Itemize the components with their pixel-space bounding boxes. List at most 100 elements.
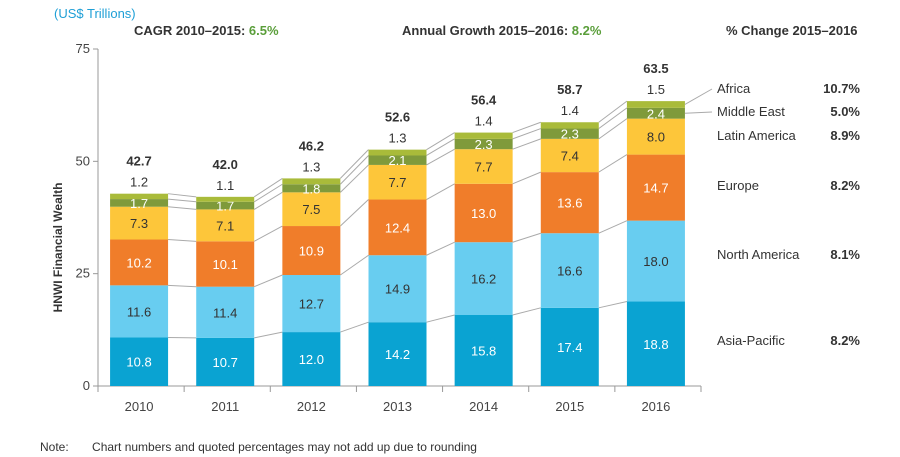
bar-segment-europe (626, 154, 685, 221)
connector-line (340, 199, 369, 227)
connector-line (168, 239, 197, 242)
connector-line (340, 321, 369, 333)
bar-segment-africa (454, 132, 513, 139)
legend-change-value: 8.1% (830, 247, 860, 262)
data-label: 18.8 (643, 337, 668, 352)
y-tick-label: 0 (83, 378, 90, 393)
connector-line (426, 132, 455, 151)
bar-segment-latin-america (282, 192, 341, 227)
bar-segment-asia-pacific (454, 315, 513, 386)
bar-segment-middle-east (454, 138, 513, 150)
legend-change-value: 8.2% (830, 333, 860, 348)
bar-segment-asia-pacific (626, 301, 685, 386)
y-tick-label: 25 (76, 266, 90, 281)
data-label: 7.7 (388, 175, 406, 190)
data-label: 11.6 (127, 304, 151, 319)
note: Note: Chart numbers and quoted percentag… (40, 440, 477, 454)
data-label: 1.4 (561, 103, 579, 118)
bar-segment-asia-pacific (540, 307, 599, 386)
bar-segment-north-america (196, 286, 255, 338)
data-label: 10.2 (126, 255, 151, 270)
connector-line (168, 206, 197, 210)
data-label: 7.5 (302, 202, 320, 217)
bar-segment-north-america (110, 285, 169, 338)
connector-line (426, 314, 455, 323)
legend-label: Middle East (717, 104, 785, 119)
connector-line (598, 118, 628, 140)
bar-segment-middle-east (196, 201, 255, 210)
cagr-label: CAGR 2010–2015: 6.5% (134, 23, 279, 38)
bar-segment-africa (626, 101, 685, 108)
connector-line (168, 198, 197, 203)
connector-line (339, 149, 369, 179)
bar-segment-north-america (282, 275, 341, 333)
legend-change-value: 10.7% (823, 81, 860, 96)
connector-line (339, 155, 369, 185)
bar-segment-europe (454, 183, 513, 243)
data-label: 10.7 (213, 355, 238, 370)
data-label: 14.2 (385, 347, 410, 362)
data-label: 13.0 (471, 206, 496, 221)
bar-segment-latin-america (196, 209, 255, 242)
x-tick-label: 2014 (469, 399, 498, 414)
bar-segment-latin-america (454, 149, 513, 184)
connector-line (253, 177, 283, 198)
total-label: 63.5 (643, 61, 668, 76)
data-label: 7.1 (216, 218, 234, 233)
total-label: 46.2 (299, 138, 324, 153)
data-label: 8.0 (647, 130, 665, 145)
data-label: 14.9 (385, 282, 410, 297)
annual-growth-label: Annual Growth 2015–2016: 8.2% (402, 23, 601, 38)
y-axis-label: HNWI Financial Wealth (51, 183, 65, 313)
bar-segment-europe (540, 172, 599, 234)
bar-segment-north-america (540, 233, 599, 308)
data-label: 15.8 (471, 344, 496, 359)
legend-change-value: 8.2% (830, 178, 860, 193)
data-label: 7.3 (130, 216, 148, 231)
bar-segment-latin-america (368, 164, 427, 200)
connector-line (512, 121, 541, 134)
legend-label: Asia-Pacific (717, 333, 785, 348)
connector-line (598, 154, 628, 173)
data-label: 12.0 (299, 352, 324, 367)
bar-segment-europe (110, 239, 169, 286)
bar-segment-middle-east (110, 199, 169, 207)
x-tick-label: 2016 (641, 399, 670, 414)
bar-segment-latin-america (110, 206, 169, 240)
bar-segment-asia-pacific (368, 322, 427, 386)
data-label: 17.4 (557, 340, 582, 355)
bar-segment-middle-east (626, 107, 685, 119)
legend-label: Europe (717, 178, 759, 193)
total-label: 42.0 (213, 157, 238, 172)
connector-line (598, 220, 628, 234)
connector-line (168, 193, 197, 198)
connector-line (426, 183, 455, 200)
connector-line (253, 225, 283, 242)
data-label: 1.2 (130, 175, 148, 190)
annual-growth-value: 8.2% (571, 23, 602, 38)
connector-line (340, 254, 369, 276)
bar-segment-europe (282, 226, 341, 276)
cagr-text: CAGR 2010–2015: (134, 23, 249, 38)
annual-growth-text: Annual Growth 2015–2016: (402, 23, 572, 38)
connector-line (340, 164, 369, 193)
bar-segment-asia-pacific (110, 337, 169, 386)
data-label: 1.7 (130, 196, 148, 211)
connector-line (253, 191, 283, 210)
bar-segment-latin-america (540, 138, 599, 173)
data-label: 18.0 (643, 254, 668, 269)
total-label: 56.4 (471, 93, 497, 108)
data-label: 1.5 (647, 82, 665, 97)
data-label: 12.4 (385, 220, 410, 235)
data-label: 1.3 (388, 131, 406, 146)
data-label: 1.3 (302, 159, 320, 174)
total-label: 58.7 (557, 82, 582, 97)
data-label: 2.3 (475, 137, 493, 152)
data-label: 7.7 (475, 160, 493, 175)
connector-line (254, 274, 283, 288)
bar-segment-africa (368, 149, 427, 156)
connector-line (253, 183, 283, 203)
x-tick-label: 2013 (383, 399, 412, 414)
total-label: 52.6 (385, 110, 410, 125)
